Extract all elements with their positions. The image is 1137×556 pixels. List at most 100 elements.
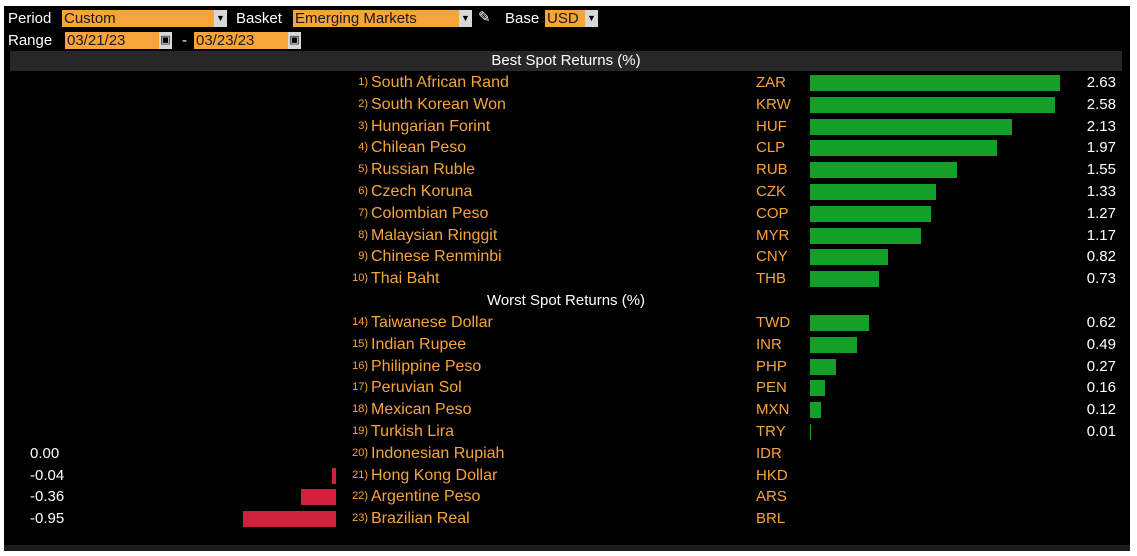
currency-ticker[interactable]: COP bbox=[756, 204, 789, 222]
rank-label: 5) bbox=[358, 163, 368, 176]
currency-ticker[interactable]: HUF bbox=[756, 117, 787, 135]
calendar-icon[interactable]: ▣ bbox=[288, 32, 301, 49]
return-bar bbox=[332, 467, 336, 484]
rank-label: 7) bbox=[358, 206, 368, 219]
bottom-strip bbox=[4, 545, 1130, 551]
currency-ticker[interactable]: RUB bbox=[756, 161, 788, 179]
data-label: 0.16 bbox=[1086, 379, 1116, 397]
currency-name[interactable]: Indonesian Rupiah bbox=[371, 444, 505, 462]
currency-ticker[interactable]: KRW bbox=[756, 95, 791, 113]
table-row[interactable]: 15) Indian Rupee INR 0.49 bbox=[4, 334, 1130, 355]
currency-ticker[interactable]: TRY bbox=[756, 423, 786, 440]
currency-name[interactable]: Russian Ruble bbox=[371, 161, 476, 179]
return-bar bbox=[810, 380, 826, 397]
return-bar bbox=[810, 424, 811, 440]
table-row[interactable]: 21) Hong Kong Dollar HKD -0.04 bbox=[4, 465, 1130, 486]
table-row[interactable]: 5) Russian Ruble RUB 1.55 bbox=[4, 159, 1130, 180]
currency-returns-panel: Period Custom ▼ Basket Emerging Markets … bbox=[4, 6, 1130, 551]
chevron-down-icon[interactable]: ▼ bbox=[214, 10, 227, 27]
currency-ticker[interactable]: MXN bbox=[756, 401, 790, 419]
currency-name[interactable]: Malaysian Ringgit bbox=[371, 226, 498, 244]
currency-name[interactable]: Chinese Renminbi bbox=[371, 248, 502, 266]
currency-name[interactable]: Indian Rupee bbox=[371, 335, 467, 353]
return-bar bbox=[810, 402, 822, 419]
base-select[interactable]: USD bbox=[545, 10, 585, 27]
table-row[interactable]: 20) Indonesian Rupiah IDR 0.00 bbox=[4, 443, 1130, 464]
return-bar bbox=[810, 140, 998, 157]
currency-ticker[interactable]: PHP bbox=[756, 357, 787, 375]
pencil-icon[interactable]: ✎ bbox=[478, 9, 491, 26]
worst-returns-header: Worst Spot Returns (%) bbox=[486, 292, 646, 309]
currency-name[interactable]: Colombian Peso bbox=[371, 204, 489, 222]
currency-ticker[interactable]: CNY bbox=[756, 248, 788, 266]
period-select[interactable]: Custom bbox=[62, 10, 214, 27]
table-row[interactable]: 8) Malaysian Ringgit MYR 1.17 bbox=[4, 225, 1130, 246]
return-bar bbox=[810, 249, 888, 266]
rank-label: 16) bbox=[352, 359, 368, 372]
return-bar bbox=[810, 227, 922, 244]
rank-label: 6) bbox=[358, 185, 368, 197]
currency-ticker[interactable]: BRL bbox=[756, 510, 786, 528]
data-label: 2.58 bbox=[1086, 95, 1116, 113]
range-start-input[interactable]: 03/21/23 bbox=[65, 32, 159, 49]
data-label: 1.97 bbox=[1086, 139, 1116, 157]
table-row[interactable]: 9) Chinese Renminbi CNY 0.82 bbox=[4, 246, 1130, 267]
currency-name[interactable]: Thai Baht bbox=[371, 270, 440, 288]
currency-ticker[interactable]: ZAR bbox=[756, 74, 786, 91]
data-label: 0.00 bbox=[30, 444, 60, 462]
table-row[interactable]: 23) Brazilian Real BRL -0.95 bbox=[4, 508, 1130, 529]
table-row[interactable]: 17) Peruvian Sol PEN 0.16 bbox=[4, 377, 1130, 398]
calendar-icon[interactable]: ▣ bbox=[159, 32, 172, 49]
chevron-down-icon[interactable]: ▼ bbox=[459, 10, 472, 27]
currency-name[interactable]: Mexican Peso bbox=[371, 401, 472, 419]
data-label: -0.36 bbox=[30, 488, 65, 506]
return-bar bbox=[810, 75, 1060, 91]
table-row[interactable]: 19) Turkish Lira TRY 0.01 bbox=[4, 421, 1130, 442]
currency-ticker[interactable]: IDR bbox=[756, 444, 782, 462]
currency-name[interactable]: Taiwanese Dollar bbox=[371, 314, 493, 331]
currency-name[interactable]: Czech Koruna bbox=[371, 183, 473, 200]
currency-name[interactable]: Argentine Peso bbox=[371, 488, 481, 506]
currency-ticker[interactable]: TWD bbox=[756, 314, 791, 331]
range-end-input[interactable]: 03/23/23 bbox=[194, 32, 288, 49]
best-returns-header: Best Spot Returns (%) bbox=[10, 51, 1122, 71]
table-row[interactable]: 22) Argentine Peso ARS -0.36 bbox=[4, 486, 1130, 507]
table-row[interactable]: 16) Philippine Peso PHP 0.27 bbox=[4, 356, 1130, 377]
currency-ticker[interactable]: HKD bbox=[756, 466, 788, 484]
rank-label: 22) bbox=[352, 490, 368, 503]
currency-name[interactable]: Turkish Lira bbox=[371, 423, 454, 440]
rank-label: 2) bbox=[358, 97, 368, 110]
currency-ticker[interactable]: CZK bbox=[756, 183, 786, 200]
table-row[interactable]: 4) Chilean Peso CLP 1.97 bbox=[4, 137, 1130, 158]
data-label: 0.12 bbox=[1086, 401, 1116, 419]
return-bar bbox=[810, 336, 857, 353]
table-row[interactable]: 10) Thai Baht THB 0.73 bbox=[4, 268, 1130, 289]
table-row[interactable]: 1) South African Rand ZAR 2.63 bbox=[4, 72, 1130, 93]
currency-ticker[interactable]: CLP bbox=[756, 139, 786, 157]
currency-ticker[interactable]: THB bbox=[756, 270, 786, 288]
table-row[interactable]: 3) Hungarian Forint HUF 2.13 bbox=[4, 116, 1130, 137]
currency-ticker[interactable]: PEN bbox=[756, 379, 787, 397]
currency-name[interactable]: Chilean Peso bbox=[371, 139, 467, 157]
currency-name[interactable]: South African Rand bbox=[371, 74, 509, 91]
currency-ticker[interactable]: MYR bbox=[756, 226, 790, 244]
data-label: -0.04 bbox=[30, 466, 65, 484]
currency-ticker[interactable]: ARS bbox=[756, 488, 787, 506]
currency-name[interactable]: Hungarian Forint bbox=[371, 117, 491, 135]
table-row[interactable]: 6) Czech Koruna CZK 1.33 bbox=[4, 181, 1130, 202]
table-row[interactable]: 7) Colombian Peso COP 1.27 bbox=[4, 203, 1130, 224]
chevron-down-icon[interactable]: ▼ bbox=[585, 10, 598, 27]
table-row[interactable]: 2) South Korean Won KRW 2.58 bbox=[4, 94, 1130, 115]
table-row[interactable]: 14) Taiwanese Dollar TWD 0.62 bbox=[4, 312, 1130, 333]
basket-select[interactable]: Emerging Markets bbox=[293, 10, 459, 27]
currency-name[interactable]: Philippine Peso bbox=[371, 357, 482, 375]
currency-ticker[interactable]: INR bbox=[756, 335, 782, 353]
currency-name[interactable]: Brazilian Real bbox=[371, 510, 470, 528]
data-label: 0.62 bbox=[1086, 314, 1116, 331]
return-bar bbox=[242, 511, 336, 528]
currency-name[interactable]: South Korean Won bbox=[371, 95, 506, 113]
table-row[interactable]: 18) Mexican Peso MXN 0.12 bbox=[4, 399, 1130, 420]
currency-name[interactable]: Peruvian Sol bbox=[371, 379, 462, 397]
currency-name[interactable]: Hong Kong Dollar bbox=[371, 466, 498, 484]
